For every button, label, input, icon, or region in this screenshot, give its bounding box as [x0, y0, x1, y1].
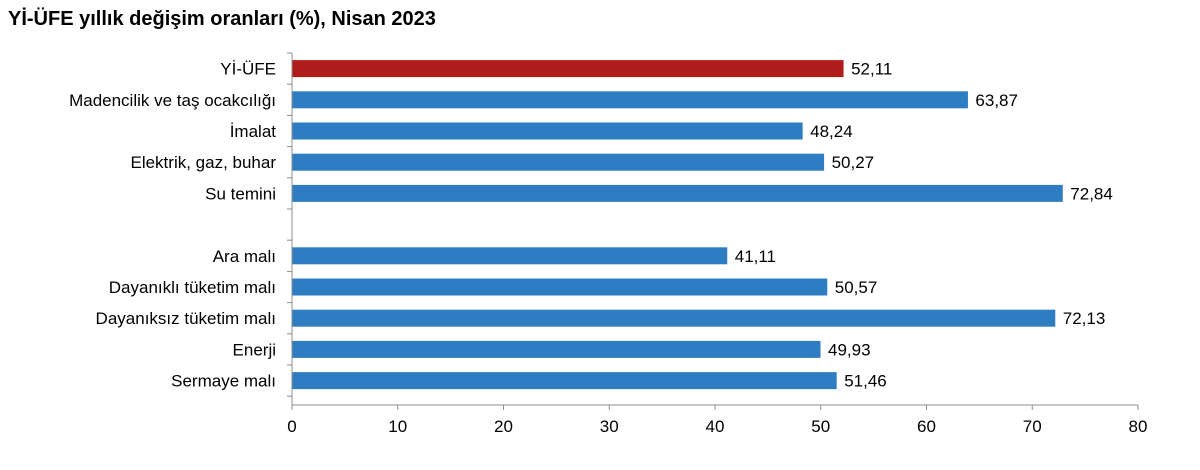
data-label: 48,24 [810, 122, 853, 141]
x-tick-label: 40 [706, 417, 725, 436]
bar [292, 278, 828, 296]
bar [292, 372, 837, 390]
data-label: 72,13 [1063, 309, 1106, 328]
bar [292, 340, 821, 358]
category-label: Elektrik, gaz, buhar [130, 153, 276, 172]
category-label: Su temini [205, 184, 276, 203]
data-label: 63,87 [975, 91, 1018, 110]
x-tick-label: 70 [1023, 417, 1042, 436]
bar [292, 153, 825, 171]
category-label: İmalat [230, 122, 277, 141]
bar [292, 91, 968, 109]
x-tick-label: 10 [388, 417, 407, 436]
x-tick-label: 20 [494, 417, 513, 436]
category-label: Sermaye malı [171, 372, 276, 391]
category-label: Yİ-ÜFE [220, 60, 276, 79]
category-label: Enerji [233, 340, 276, 359]
data-label: 50,27 [832, 153, 875, 172]
data-label: 49,93 [828, 340, 871, 359]
x-tick-label: 30 [600, 417, 619, 436]
bar [292, 122, 803, 140]
x-tick-label: 50 [811, 417, 830, 436]
x-tick-label: 0 [287, 417, 296, 436]
x-tick-label: 60 [917, 417, 936, 436]
data-label: 50,57 [835, 278, 878, 297]
bar [292, 184, 1063, 202]
data-label: 41,11 [735, 247, 776, 266]
bar [292, 247, 728, 265]
data-label: 52,11 [851, 60, 892, 79]
category-label: Madencilik ve taş ocakcılığı [69, 91, 276, 110]
chart-title: Yİ-ÜFE yıllık değişim oranları (%), Nisa… [8, 8, 436, 30]
x-tick-label: 80 [1129, 417, 1148, 436]
category-label: Dayanıksız tüketim malı [96, 309, 276, 328]
category-label: Dayanıklı tüketim malı [109, 278, 276, 297]
bar [292, 60, 844, 78]
data-label: 72,84 [1070, 184, 1113, 203]
data-label: 51,46 [844, 372, 887, 391]
bar [292, 309, 1056, 327]
category-label: Ara malı [213, 247, 276, 266]
